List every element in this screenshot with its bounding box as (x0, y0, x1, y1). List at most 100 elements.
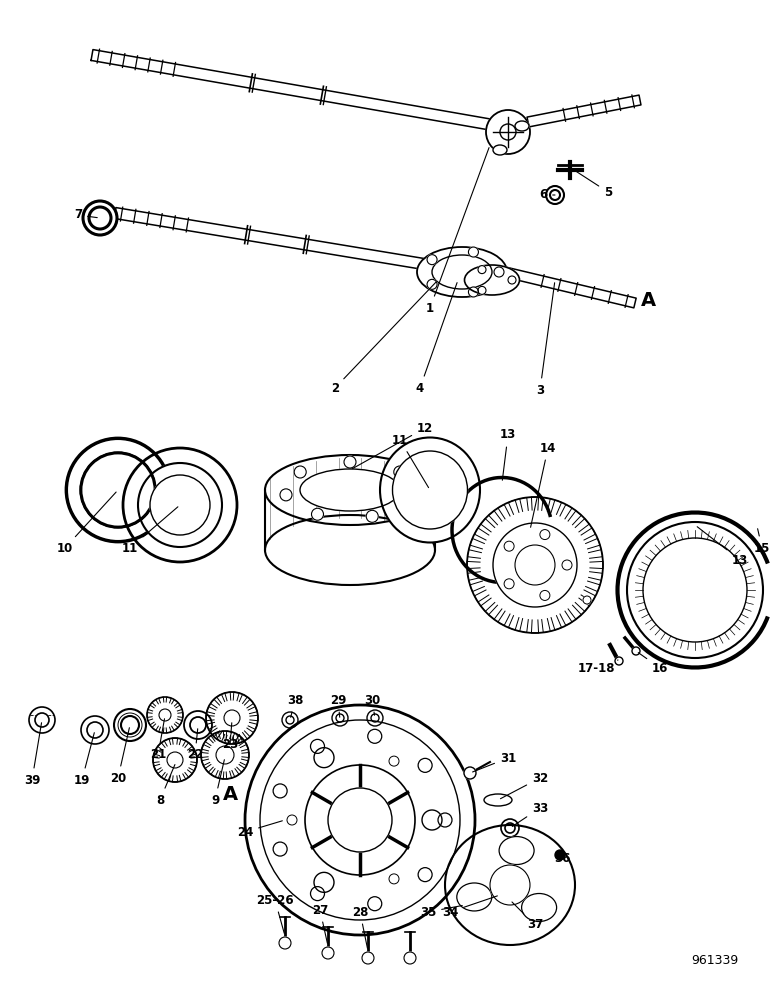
Circle shape (336, 714, 344, 722)
Text: 7: 7 (74, 209, 97, 222)
Circle shape (389, 874, 399, 884)
Circle shape (371, 714, 379, 722)
Circle shape (562, 560, 572, 570)
Circle shape (438, 813, 452, 827)
Circle shape (81, 716, 109, 744)
Text: 35: 35 (420, 906, 462, 918)
Text: 11: 11 (392, 434, 428, 488)
Text: 15: 15 (753, 529, 770, 554)
Circle shape (287, 815, 297, 825)
Text: 25-26: 25-26 (256, 894, 294, 933)
Text: 33: 33 (513, 802, 548, 826)
Circle shape (540, 530, 550, 540)
Text: 39: 39 (24, 723, 42, 786)
Circle shape (546, 186, 564, 204)
Circle shape (260, 720, 460, 920)
Polygon shape (504, 267, 636, 308)
Ellipse shape (499, 837, 534, 865)
Circle shape (632, 647, 640, 655)
Circle shape (389, 756, 399, 766)
Text: 9: 9 (211, 760, 225, 806)
Circle shape (305, 765, 415, 875)
Circle shape (273, 784, 287, 798)
Circle shape (344, 456, 356, 468)
Circle shape (467, 497, 603, 633)
Text: 32: 32 (500, 772, 548, 799)
Circle shape (469, 247, 479, 257)
Circle shape (418, 868, 432, 882)
Ellipse shape (522, 893, 557, 921)
Text: 5: 5 (577, 172, 612, 198)
Text: 24: 24 (237, 821, 283, 838)
Circle shape (505, 823, 515, 833)
Ellipse shape (265, 455, 435, 525)
Circle shape (314, 748, 334, 768)
Ellipse shape (392, 451, 468, 529)
Text: 22: 22 (187, 729, 203, 762)
Circle shape (366, 510, 378, 522)
Ellipse shape (493, 145, 507, 155)
Circle shape (138, 463, 222, 547)
Circle shape (478, 266, 486, 274)
Circle shape (501, 819, 519, 837)
Circle shape (504, 541, 514, 551)
Text: 20: 20 (110, 728, 130, 784)
Circle shape (159, 709, 171, 721)
Ellipse shape (417, 247, 507, 297)
Ellipse shape (265, 515, 435, 585)
Circle shape (478, 286, 486, 294)
Circle shape (555, 850, 565, 860)
Circle shape (190, 717, 206, 733)
Circle shape (279, 937, 291, 949)
Text: 21: 21 (150, 719, 166, 762)
Circle shape (245, 705, 475, 935)
Text: 30: 30 (364, 694, 380, 715)
Text: 10: 10 (57, 492, 116, 554)
Circle shape (123, 448, 237, 562)
Text: 16: 16 (638, 653, 669, 674)
Circle shape (418, 758, 432, 772)
Ellipse shape (445, 825, 575, 945)
Circle shape (643, 538, 747, 642)
Text: 961339: 961339 (692, 954, 739, 966)
Circle shape (493, 523, 577, 607)
Text: 2: 2 (331, 282, 436, 394)
Circle shape (508, 276, 516, 284)
Circle shape (404, 952, 416, 964)
Circle shape (35, 713, 49, 727)
Circle shape (311, 508, 323, 520)
Ellipse shape (515, 121, 529, 131)
Circle shape (206, 692, 258, 744)
Circle shape (184, 711, 212, 739)
Circle shape (540, 590, 550, 600)
Circle shape (81, 453, 155, 527)
Circle shape (615, 657, 623, 665)
Text: 34: 34 (442, 896, 497, 918)
Circle shape (367, 729, 382, 743)
Text: A: A (641, 290, 655, 310)
Circle shape (504, 579, 514, 589)
Circle shape (550, 190, 560, 200)
Circle shape (367, 897, 382, 911)
Text: 29: 29 (330, 694, 346, 717)
Circle shape (427, 279, 437, 289)
Circle shape (280, 489, 292, 501)
Circle shape (201, 731, 249, 779)
Circle shape (405, 494, 417, 506)
Text: 11: 11 (122, 507, 178, 554)
Text: 28: 28 (352, 906, 368, 948)
Text: 3: 3 (536, 283, 554, 396)
Circle shape (469, 287, 479, 297)
Circle shape (314, 872, 334, 892)
Text: 36: 36 (554, 852, 571, 864)
Text: 8: 8 (156, 765, 175, 806)
Circle shape (464, 767, 476, 779)
Ellipse shape (457, 883, 492, 911)
Text: 12: 12 (353, 422, 433, 469)
Circle shape (332, 710, 348, 726)
Ellipse shape (380, 438, 480, 542)
Circle shape (114, 709, 146, 741)
Text: 17-18: 17-18 (577, 660, 618, 674)
Circle shape (66, 438, 170, 542)
Circle shape (322, 947, 334, 959)
